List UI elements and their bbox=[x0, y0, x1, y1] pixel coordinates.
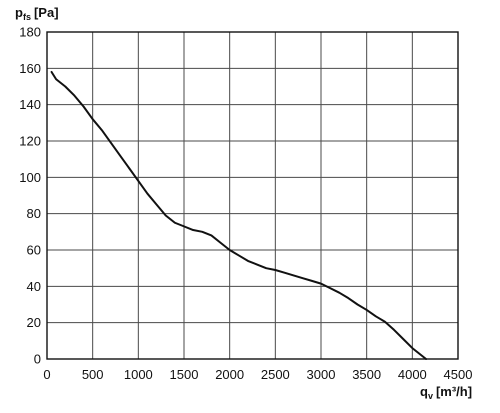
x-axis-title-sub: v bbox=[428, 391, 433, 401]
y-axis-title: pfs [Pa] bbox=[15, 5, 59, 22]
x-tick-label: 2500 bbox=[261, 367, 290, 382]
y-tick-label: 100 bbox=[19, 170, 41, 185]
x-tick-label: 3000 bbox=[307, 367, 336, 382]
y-axis-title-sub: fs bbox=[23, 12, 31, 22]
plot-frame bbox=[46, 31, 459, 360]
grid-layer bbox=[47, 32, 458, 359]
y-tick-labels: 0 20 40 60 80 100 120 140 160 180 bbox=[19, 25, 41, 367]
x-axis-title-unit: [m³/h] bbox=[436, 384, 472, 399]
y-tick-label: 160 bbox=[19, 61, 41, 76]
x-tick-labels: 0 500 1000 1500 2000 2500 3000 3500 4000 4500 bbox=[43, 367, 472, 382]
x-tick-label: 0 bbox=[43, 367, 50, 382]
x-tick-label: 3500 bbox=[352, 367, 381, 382]
y-tick-label: 0 bbox=[34, 352, 41, 367]
x-tick-label: 2000 bbox=[215, 367, 244, 382]
x-axis-title-main: q bbox=[420, 384, 428, 399]
x-tick-label: 4500 bbox=[444, 367, 473, 382]
y-tick-label: 20 bbox=[27, 315, 41, 330]
y-tick-label: 140 bbox=[19, 97, 41, 112]
series-line bbox=[50, 70, 428, 360]
y-tick-label: 40 bbox=[27, 279, 41, 294]
y-tick-label: 80 bbox=[27, 206, 41, 221]
x-tick-label: 1500 bbox=[170, 367, 199, 382]
x-tick-label: 4000 bbox=[398, 367, 427, 382]
y-tick-label: 60 bbox=[27, 243, 41, 258]
y-tick-label: 120 bbox=[19, 134, 41, 149]
y-tick-label: 180 bbox=[19, 25, 41, 40]
x-axis-title: qv [m³/h] bbox=[420, 384, 472, 401]
x-tick-label: 500 bbox=[82, 367, 104, 382]
y-axis-title-main: p bbox=[15, 5, 23, 20]
y-axis-title-unit: [Pa] bbox=[34, 5, 59, 20]
x-tick-label: 1000 bbox=[124, 367, 153, 382]
